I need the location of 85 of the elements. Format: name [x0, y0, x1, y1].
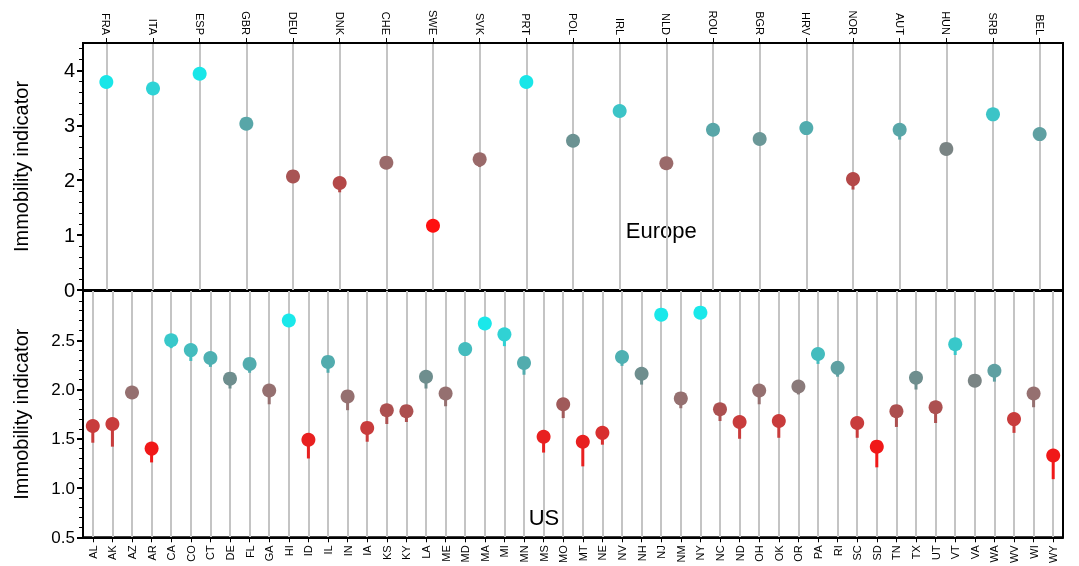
annotation: Europe	[625, 217, 697, 243]
x-tick-label: SRB	[987, 12, 999, 35]
x-tick-label: ND	[733, 545, 746, 562]
x-tick-label: AZ	[126, 545, 138, 560]
x-tick-label: ME	[439, 545, 452, 562]
x-tick-label: PA	[812, 544, 824, 560]
x-tick-label: NJ	[655, 545, 668, 559]
x-tick-label: ITA	[147, 18, 159, 36]
x-tick-label: NE	[596, 545, 609, 561]
x-tick-label: POL	[567, 12, 579, 35]
x-tick-label: MA	[478, 544, 491, 562]
x-tick-label: FRA	[100, 13, 113, 36]
x-tick-label: HRV	[800, 11, 813, 36]
x-tick-label: WI	[1027, 545, 1040, 559]
x-tick-label: RI	[831, 545, 844, 557]
x-tick-label: GA	[263, 544, 276, 562]
x-tick-label: FL	[243, 545, 256, 559]
y-axis-title: Immobility indicator	[10, 328, 32, 500]
x-tick-label: BEL	[1033, 14, 1046, 35]
x-tick-label: TN	[890, 545, 903, 560]
y-tick-label: 2.5	[51, 330, 75, 350]
y-tick-label: 3	[63, 114, 75, 137]
x-tick-label: OH	[753, 545, 766, 562]
x-tick-label: ROU	[707, 10, 719, 36]
y-tick-label: 2.0	[51, 380, 75, 400]
x-tick-label: CA	[165, 544, 178, 561]
x-tick-label: UT	[929, 545, 942, 560]
x-tick-label: ID	[302, 545, 315, 557]
y-tick-label: 0.5	[51, 527, 75, 547]
x-tick-label: AL	[86, 545, 99, 559]
x-tick-label: NH	[635, 545, 648, 562]
x-tick-label: IRL	[613, 17, 626, 35]
x-tick-label: MO	[557, 544, 570, 564]
x-tick-label: CT	[204, 545, 217, 560]
x-tick-label: KS	[380, 545, 393, 560]
x-tick-label: AK	[106, 544, 119, 560]
x-tick-label: NY	[694, 544, 707, 561]
x-tick-label: KY	[400, 544, 413, 560]
x-tick-label: MI	[498, 545, 511, 558]
x-tick-label: WA	[988, 544, 1001, 563]
x-tick-label: SD	[870, 545, 883, 561]
x-tick-label: MN	[518, 545, 530, 563]
x-tick-label: NLD	[660, 12, 673, 36]
x-tick-label: IA	[361, 544, 374, 556]
x-tick-label: MD	[459, 545, 472, 563]
x-tick-label: OK	[772, 544, 785, 562]
y-tick-label: 1	[63, 224, 75, 247]
x-tick-label: IN	[341, 545, 354, 557]
x-tick-label: CHE	[380, 11, 393, 35]
x-tick-label: LA	[420, 544, 432, 559]
x-tick-label: DNK	[333, 11, 346, 36]
x-tick-label: GBR	[240, 11, 253, 36]
y-tick-label: 1.0	[51, 478, 75, 498]
x-tick-label: NOR	[847, 10, 859, 36]
annotation: US	[528, 504, 560, 530]
x-tick-label: MT	[576, 545, 589, 562]
x-tick-label: SVK	[473, 12, 486, 36]
y-tick-label: 2	[63, 169, 75, 192]
x-tick-label: NM	[674, 545, 687, 563]
y-tick-label: 1.5	[51, 429, 75, 449]
y-tick-label: 4	[63, 59, 75, 82]
x-tick-label: SC	[851, 545, 864, 561]
x-tick-label: VT	[949, 545, 962, 560]
x-tick-label: HUN	[940, 11, 953, 36]
x-tick-label: TX	[910, 544, 922, 560]
x-tick-label: ESP	[193, 12, 206, 35]
x-tick-label: MS	[537, 545, 550, 562]
y-axis-title: Immobility indicator	[10, 80, 32, 253]
x-tick-label: NC	[714, 545, 726, 562]
y-tick-label: 0	[63, 279, 75, 301]
x-tick-label: BGR	[753, 11, 766, 36]
x-tick-label: OR	[792, 545, 805, 562]
x-tick-label: HI	[282, 545, 295, 557]
x-tick-label: AUT	[893, 13, 906, 36]
x-tick-label: SWE	[427, 9, 439, 35]
x-tick-label: DEU	[287, 11, 299, 36]
x-tick-label: WY	[1047, 544, 1060, 564]
x-tick-label: IL	[322, 545, 334, 555]
x-tick-label: DE	[224, 545, 236, 561]
x-tick-label: PRT	[520, 13, 533, 36]
x-tick-label: CO	[184, 544, 197, 562]
x-tick-label: NV	[616, 544, 628, 561]
x-tick-label: AR	[145, 545, 158, 561]
x-tick-label: WV	[1008, 544, 1020, 564]
x-tick-label: VA	[968, 544, 981, 560]
